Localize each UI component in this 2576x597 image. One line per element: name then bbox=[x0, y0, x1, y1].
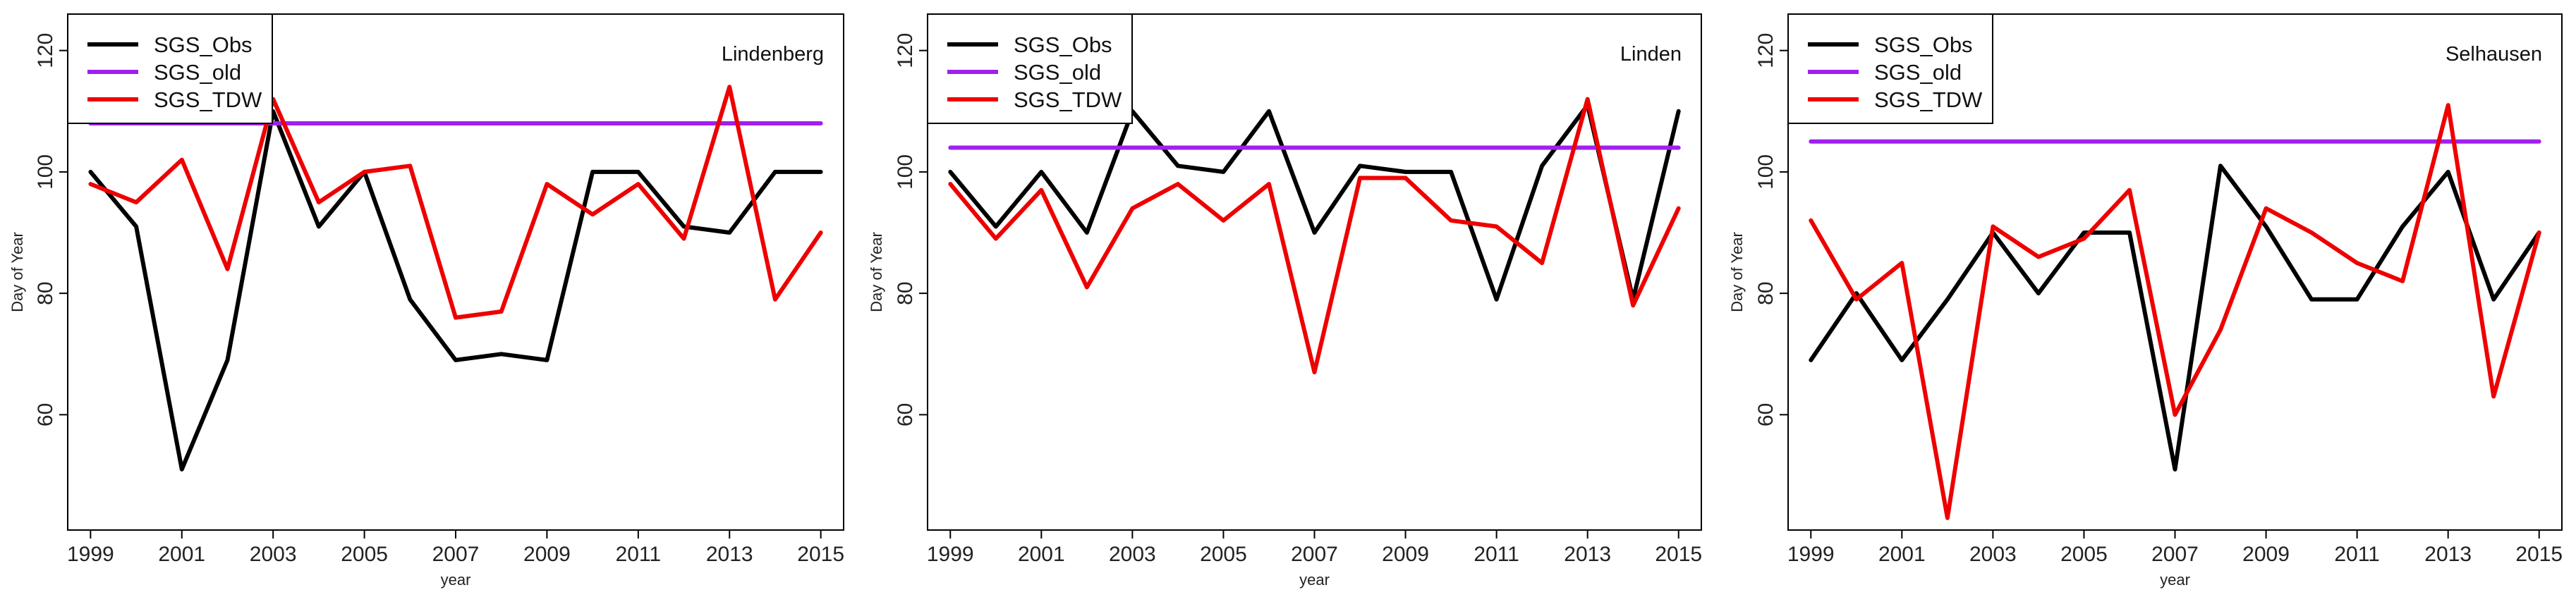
x-tick-label: 2015 bbox=[797, 543, 844, 566]
x-tick-label: 2015 bbox=[2515, 543, 2563, 566]
y-tick-label: 100 bbox=[34, 154, 57, 190]
chart-panel-3: 1999 2001 2003 2005 2007 2009 2011 2013 2015 60 80… bbox=[1728, 13, 2563, 589]
x-tick-label: 2005 bbox=[2060, 543, 2108, 566]
y-axis-title: Day of Year bbox=[868, 232, 885, 312]
y-tick-label: 60 bbox=[34, 403, 57, 426]
y-tick-label: 120 bbox=[1754, 33, 1778, 68]
x-tick-label: 2005 bbox=[1200, 543, 1247, 566]
y-tick-label: 60 bbox=[894, 403, 917, 426]
x-tick-label: 2013 bbox=[2424, 543, 2472, 566]
legend-label: SGS_old bbox=[154, 60, 241, 85]
x-tick-label: 1999 bbox=[1787, 543, 1835, 566]
x-tick-label: 2005 bbox=[341, 543, 388, 566]
x-tick-label: 2007 bbox=[1291, 543, 1338, 566]
x-tick-label: 2001 bbox=[158, 543, 205, 566]
site-label: Lindenberg bbox=[722, 43, 824, 66]
x-tick-label: 2003 bbox=[1109, 543, 1156, 566]
x-tick-label: 2001 bbox=[1018, 543, 1065, 566]
x-tick-label: 2007 bbox=[2151, 543, 2199, 566]
x-tick-label: 2009 bbox=[523, 543, 571, 566]
legend-label: SGS_TDW bbox=[1014, 87, 1122, 112]
x-tick-label: 2011 bbox=[2334, 543, 2380, 566]
legend-label: SGS_Obs bbox=[1014, 32, 1112, 57]
y-tick-label: 80 bbox=[894, 281, 917, 304]
x-tick-label: 2011 bbox=[616, 543, 662, 566]
series-line-sgs-obs bbox=[1809, 164, 2541, 472]
x-tick-label: 2009 bbox=[1382, 543, 1429, 566]
x-tick-label: 2009 bbox=[2242, 543, 2290, 566]
x-tick-label: 2001 bbox=[1878, 543, 1926, 566]
chart-panel-1: 1999 2001 2003 2005 2007 2009 2011 2013 2015 60 80… bbox=[8, 13, 844, 589]
series-line-sgs-tdw bbox=[88, 85, 823, 320]
series-line-sgs-tdw bbox=[948, 97, 1681, 375]
series-line-sgs-obs bbox=[948, 103, 1681, 302]
y-tick-label: 120 bbox=[34, 33, 57, 68]
legend-box bbox=[927, 13, 1133, 124]
x-tick-label: 1999 bbox=[67, 543, 114, 566]
legend-label: SGS_TDW bbox=[1874, 87, 1983, 112]
legend-box bbox=[1787, 13, 1993, 124]
chart-panel-2: 1999 2001 2003 2005 2007 2009 2011 2013 2015 60 80… bbox=[868, 13, 1702, 589]
y-axis-title: Day of Year bbox=[8, 232, 26, 312]
x-tick-label: 2013 bbox=[1564, 543, 1611, 566]
site-label: Selhausen bbox=[2446, 43, 2542, 66]
legend-label: SGS_Obs bbox=[154, 32, 253, 57]
x-tick-label: 2003 bbox=[1969, 543, 2017, 566]
y-tick-label: 60 bbox=[1754, 403, 1778, 426]
x-tick-label: 2013 bbox=[706, 543, 753, 566]
legend-label: SGS_Obs bbox=[1874, 32, 1973, 57]
y-tick-label: 80 bbox=[34, 281, 57, 304]
x-tick-label: 2011 bbox=[1474, 543, 1519, 566]
series-line-sgs-tdw bbox=[1809, 103, 2541, 520]
legend-label: SGS_TDW bbox=[154, 87, 262, 112]
legend-box bbox=[67, 13, 273, 124]
y-axis-title: Day of Year bbox=[1728, 232, 1746, 312]
legend-label: SGS_old bbox=[1874, 60, 1962, 85]
x-axis-title: year bbox=[2160, 571, 2190, 589]
site-label: Linden bbox=[1620, 43, 1682, 66]
x-axis-title: year bbox=[1299, 571, 1330, 589]
series-line-sgs-obs bbox=[88, 109, 823, 472]
y-tick-label: 120 bbox=[894, 33, 917, 68]
x-tick-label: 2015 bbox=[1655, 543, 1702, 566]
legend-label: SGS_old bbox=[1014, 60, 1101, 85]
x-tick-label: 2007 bbox=[432, 543, 480, 566]
y-tick-label: 100 bbox=[1754, 154, 1778, 190]
x-tick-label: 2003 bbox=[250, 543, 297, 566]
y-tick-label: 100 bbox=[894, 154, 917, 190]
x-axis-title: year bbox=[441, 571, 471, 589]
x-tick-label: 1999 bbox=[927, 543, 974, 566]
y-tick-label: 80 bbox=[1754, 281, 1778, 304]
